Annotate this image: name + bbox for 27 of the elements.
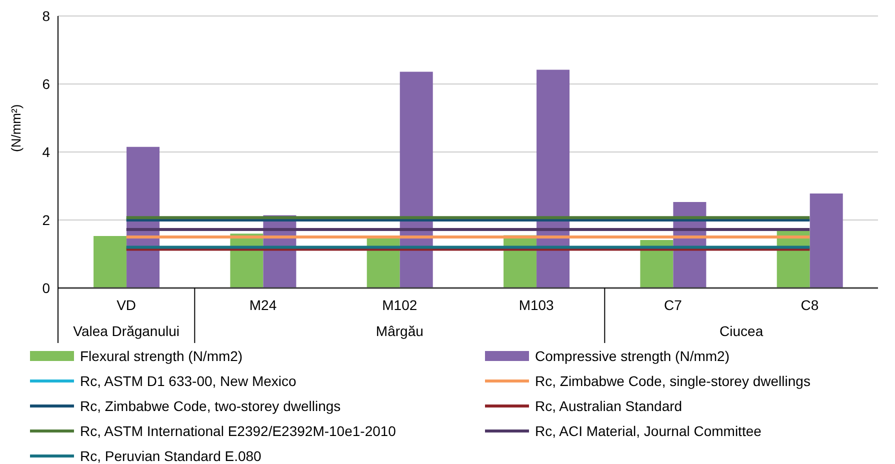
legend-label: Rc, ASTM International E2392/E2392M-10e1-2010 [80,423,396,439]
legend-label: Rc, Zimbabwe Code, single-storey dwellings [535,373,810,389]
x-tick-label: M102 [382,297,418,313]
legend-label: Flexural strength (N/mm2) [80,348,243,364]
legend-label: Rc, ASTM D1 633-00, New Mexico [80,373,296,389]
y-tick-label: 6 [42,76,50,92]
x-tick-label: C7 [664,297,682,313]
y-tick-label: 4 [42,144,50,160]
x-tick-label: C8 [800,297,819,313]
y-tick-label: 2 [42,212,50,228]
x-tick-label: M103 [518,297,554,313]
legend-label: Rc, ACI Material, Journal Committee [535,423,762,439]
y-tick-label: 0 [42,280,50,296]
legend-label: Compressive strength (N/mm2) [535,348,730,364]
bar [400,72,433,288]
bar [94,236,127,288]
bar [810,193,843,288]
text: Ciucea [720,323,764,339]
text: Valea Drăganului [73,323,180,339]
text: Mârgău [376,323,424,339]
legend-label: Rc, Zimbabwe Code, two-storey dwellings [80,398,341,414]
x-tick-label: VD [116,297,136,313]
legend-label: Rc, Australian Standard [535,398,682,414]
y-tick-label: 8 [42,8,50,24]
x-tick-label: M24 [249,297,277,313]
y-axis-title: (N/mm²) [8,104,24,152]
legend-label: Rc, Peruvian Standard E.080 [80,448,262,464]
